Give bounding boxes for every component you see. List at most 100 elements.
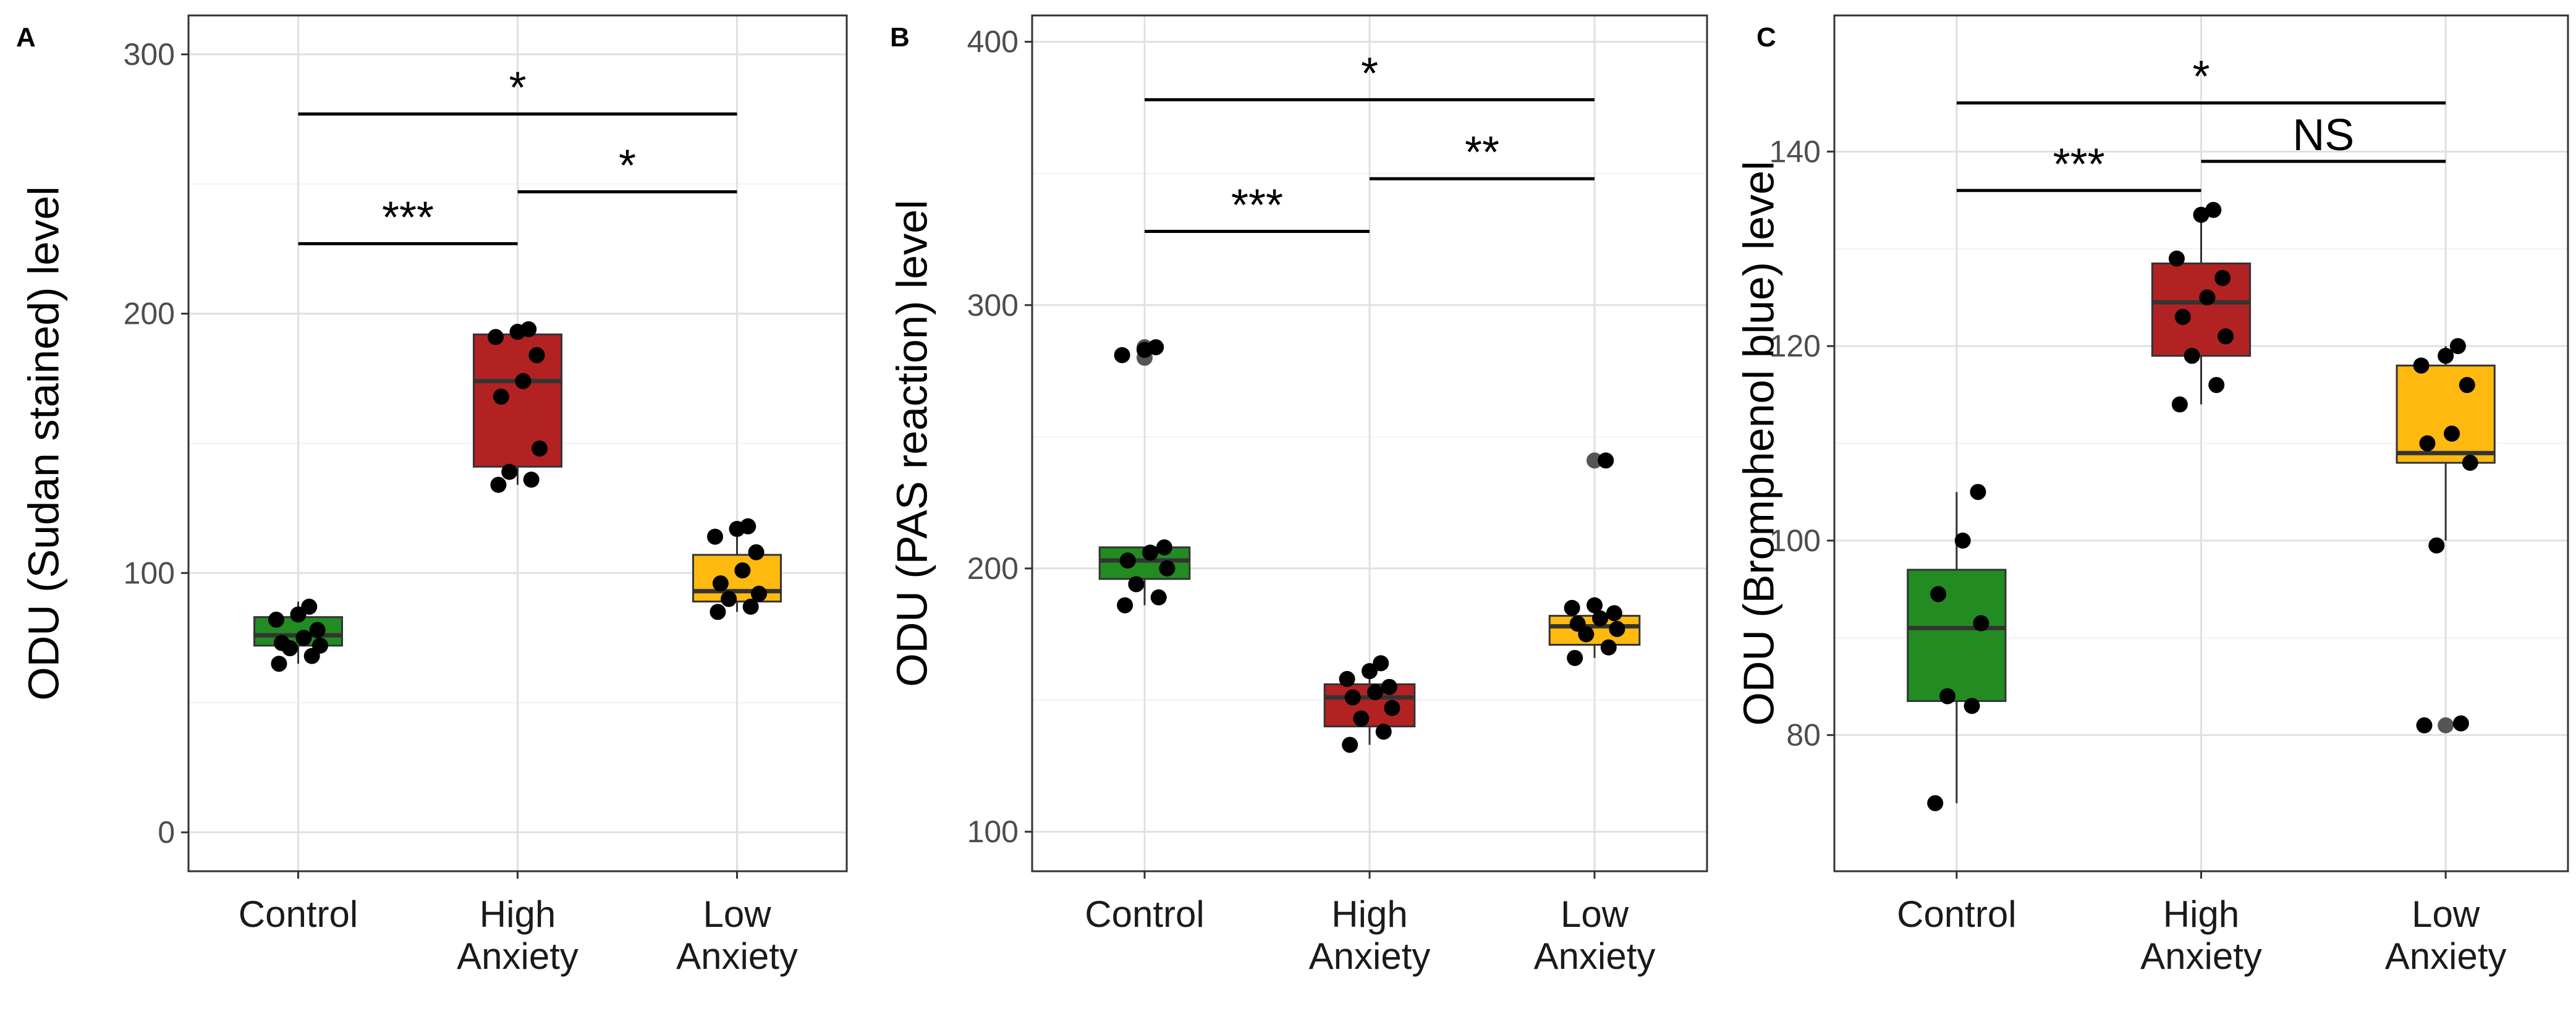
box-iqr <box>2396 365 2496 464</box>
data-point <box>301 598 318 615</box>
data-point <box>490 476 507 493</box>
box-control <box>253 598 343 672</box>
data-point <box>2214 269 2231 286</box>
data-point <box>1344 689 1361 706</box>
data-point <box>2419 435 2436 452</box>
data-point <box>1930 586 1947 602</box>
significance-label: *** <box>382 193 434 242</box>
data-point <box>1339 670 1355 687</box>
data-point <box>1117 597 1133 614</box>
x-category-line: Low <box>703 893 771 935</box>
y-tick-label: 400 <box>967 25 1019 59</box>
data-point <box>295 630 312 646</box>
data-point <box>528 347 545 363</box>
box-high-anxiety <box>1323 655 1416 753</box>
data-point <box>2168 250 2185 267</box>
data-point <box>1142 544 1159 561</box>
data-point <box>1353 710 1370 727</box>
x-category-line: Anxiety <box>2385 935 2507 977</box>
x-category-label: Control <box>239 893 358 935</box>
data-point <box>1119 552 1136 569</box>
data-point <box>740 518 756 534</box>
y-tick-label: 100 <box>1769 523 1821 558</box>
data-point <box>1964 698 1980 714</box>
significance-label: *** <box>2053 140 2105 189</box>
data-point <box>1156 539 1172 555</box>
data-point <box>515 373 532 389</box>
box-iqr <box>473 333 562 468</box>
x-category-label: Control <box>1897 893 2016 935</box>
significance-label: * <box>2192 53 2210 102</box>
x-category-line: Control <box>239 893 358 935</box>
data-point <box>2413 357 2430 374</box>
x-category-label: High Anxiety <box>1309 893 1431 977</box>
significance-label: * <box>619 141 636 190</box>
data-point <box>1150 589 1167 606</box>
x-category-line: Control <box>1897 893 2016 935</box>
x-category-label: Low Anxiety <box>2385 893 2507 977</box>
box-high-anxiety <box>473 321 562 493</box>
data-point <box>1373 655 1389 672</box>
panel-border <box>1833 14 2569 872</box>
box-iqr <box>2151 262 2252 357</box>
significance-label: * <box>509 63 526 112</box>
x-category-line: High <box>2163 893 2239 935</box>
data-point <box>1927 795 1944 811</box>
data-point <box>493 388 509 405</box>
data-point <box>1587 597 1603 614</box>
box-low-anxiety <box>1548 452 1641 666</box>
panel-letter: B <box>890 22 910 53</box>
data-point <box>268 611 284 628</box>
data-point <box>1600 639 1617 656</box>
y-tick-label: 140 <box>1769 134 1821 169</box>
data-point <box>1954 532 1971 549</box>
x-category-line: Anxiety <box>2140 935 2262 977</box>
data-point <box>2218 328 2234 345</box>
data-point <box>1567 649 1583 666</box>
significance-label: NS <box>2292 111 2354 160</box>
data-point <box>2184 347 2200 364</box>
x-category-line: High <box>480 893 556 935</box>
x-category-line: High <box>1331 893 1407 935</box>
data-point <box>2174 308 2191 325</box>
y-tick-label: 0 <box>158 815 175 850</box>
panel-border <box>187 14 848 872</box>
y-tick-label: 300 <box>124 37 175 72</box>
y-axis-label: ODU (PAS reaction) level <box>888 200 936 686</box>
x-category-line: Low <box>2412 893 2480 935</box>
y-axis-label: ODU (Bromphenol blue) level <box>1735 161 1783 725</box>
data-point <box>2444 425 2460 442</box>
x-category-label: Low Anxiety <box>1534 893 1656 977</box>
box-high-anxiety <box>2151 201 2252 413</box>
data-point <box>712 575 729 592</box>
y-tick-label: 100 <box>967 814 1019 849</box>
y-tick-label: 120 <box>1769 329 1821 363</box>
data-point <box>2459 377 2475 394</box>
data-point <box>1569 615 1586 632</box>
box-iqr <box>1907 568 2007 703</box>
data-point <box>1362 663 1378 680</box>
data-point <box>2438 347 2454 364</box>
data-point <box>2205 201 2222 218</box>
data-point <box>1939 688 1955 704</box>
data-point <box>1128 576 1145 593</box>
data-point <box>488 329 504 345</box>
x-category-line: Low <box>1561 893 1629 935</box>
data-point <box>742 598 759 615</box>
x-category-label: Control <box>1085 893 1204 935</box>
data-point <box>309 622 326 638</box>
y-tick-label: 200 <box>967 551 1019 586</box>
data-point <box>1970 484 1986 500</box>
data-point <box>1148 339 1164 355</box>
data-point <box>1367 684 1384 701</box>
data-point <box>2171 396 2188 413</box>
data-point <box>273 635 290 651</box>
x-category-label: Low Anxiety <box>676 893 798 977</box>
outlier-point <box>1587 452 1603 469</box>
y-tick-label: 300 <box>967 288 1019 323</box>
data-point <box>1598 452 1614 469</box>
panel-letter: C <box>1756 22 1776 53</box>
